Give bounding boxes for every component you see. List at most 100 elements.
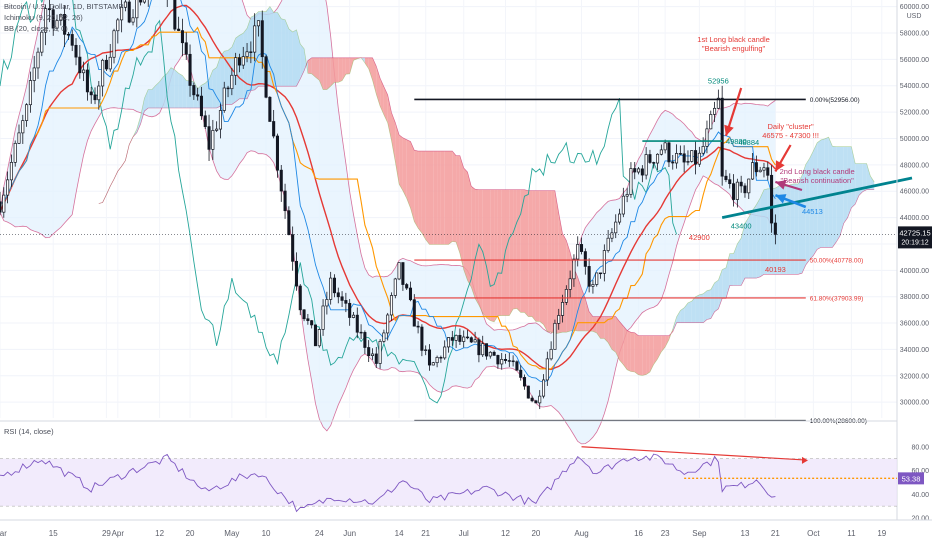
candle-down (298, 285, 302, 311)
cloud-bull-segment (144, 89, 149, 112)
candle-up (709, 114, 713, 130)
candle-up (321, 305, 325, 330)
fib-level-label: 100.00%(28600.00) (810, 418, 867, 425)
candle-down (363, 332, 367, 348)
cloud-bear-segment (600, 316, 605, 339)
candle-down (439, 357, 443, 359)
candle-down (279, 169, 283, 192)
rsi-value-badge (898, 472, 924, 485)
time-tick-13: 13 (741, 529, 750, 538)
candle-up (713, 107, 717, 115)
candle-up (473, 339, 477, 343)
candle-up (44, 8, 48, 33)
candle-down (477, 339, 481, 356)
cloud-bull-segment (809, 150, 814, 260)
candle-down (47, 8, 51, 11)
time-tick-Aug: Aug (574, 529, 588, 538)
rsi-legend: RSI (14, close) (4, 427, 54, 436)
cloud-bear-segment (391, 112, 396, 162)
annotation-49800: 49800 (726, 137, 747, 146)
candle-down (93, 94, 97, 101)
price-tick-56000.00: 56000.00 (900, 57, 929, 64)
candle-down (526, 385, 530, 399)
candle-down (648, 154, 652, 163)
cloud-bear-segment (338, 57, 343, 83)
rsi-tick-60.00: 60.00 (911, 468, 929, 475)
time-tick-Sep: Sep (692, 529, 707, 538)
time-tick-19: 19 (877, 529, 886, 538)
candle-up (454, 334, 458, 341)
candle-down (196, 94, 200, 97)
candle-down (287, 210, 291, 236)
cloud-bull-segment (273, 12, 278, 87)
cloud-bear-segment (376, 66, 381, 107)
candle-down (89, 91, 93, 96)
cloud-bear-segment (501, 189, 506, 316)
candle-up (370, 353, 375, 356)
candle-up (351, 314, 356, 318)
candle-up (675, 153, 679, 164)
candle-up (36, 51, 40, 69)
cloud-bear-segment (440, 151, 445, 245)
cloud-bear-segment (410, 141, 415, 222)
cloud-bear-segment (342, 57, 346, 81)
cloud-bear-segment (665, 335, 669, 348)
candle-up (751, 162, 755, 180)
candle-up (241, 56, 245, 66)
rsi-band-fill (0, 458, 897, 507)
cloud-bull-segment (152, 85, 156, 108)
candle-up (211, 130, 215, 150)
candle-up (488, 351, 492, 357)
bb-upper-line (0, 0, 776, 334)
candle-down (773, 222, 777, 235)
candle-up (135, 0, 139, 19)
cloud-bull-segment (699, 293, 704, 323)
cloud-bear-segment (437, 151, 441, 245)
cloud-bull-segment (292, 29, 297, 87)
candle-down (199, 95, 203, 117)
candle-up (424, 349, 428, 351)
candle-up (13, 142, 17, 163)
cloud-bull-segment (288, 28, 293, 87)
cloud-bull-segment (741, 223, 745, 286)
price-tick-40000.00: 40000.00 (900, 268, 929, 275)
candle-down (237, 57, 241, 66)
cloud-bull-segment (748, 210, 753, 279)
cloud-bear-segment (543, 190, 548, 332)
cloud-bear-segment (319, 57, 324, 90)
candle-up (389, 295, 394, 316)
candle-down (678, 153, 682, 155)
candle-up (545, 358, 549, 381)
fib-level-label: 61.80%(37903.99) (810, 295, 864, 302)
annotation-40193: 40193 (765, 265, 786, 274)
time-tick-May: May (224, 529, 239, 538)
candle-down (180, 30, 184, 44)
candle-down (226, 87, 230, 90)
candle-down (188, 53, 192, 86)
candle-up (435, 357, 439, 364)
cloud-bear-segment (646, 335, 650, 375)
candle-down (534, 400, 538, 404)
cloud-bear-segment (505, 189, 510, 316)
candle-up (431, 362, 435, 366)
rsi-tick-20.00: 20.00 (911, 516, 929, 523)
ichimoku-legend: Ichimoku (9, 26, 52, 26) (4, 13, 83, 22)
cloud-bull-segment (783, 186, 787, 275)
price-axis[interactable]: USD 30000.00 32000.00 34000.00 36000.00 3800… (896, 0, 932, 520)
candle-up (112, 30, 116, 58)
cloud-bear-segment (330, 57, 335, 87)
rsi-pane[interactable]: RSI (14, close) 20.00 40.00 60.00 80.00 53.… (0, 420, 929, 523)
cloud-bull-segment (847, 146, 852, 218)
candle-up (560, 302, 565, 316)
candle-down (332, 277, 337, 294)
last-price: 42725.15 (899, 228, 930, 237)
candle-down (587, 266, 591, 287)
candle-up (614, 221, 618, 234)
candle-up (101, 59, 105, 87)
cloud-bull-segment (148, 89, 152, 108)
cloud-bull-segment (760, 189, 764, 277)
price-pane[interactable]: 0.00%(52956.00) 50.00%(40778.00) 61.80%(37… (0, 0, 913, 445)
fib-level-label: 50.00%(40778.00) (810, 258, 864, 265)
